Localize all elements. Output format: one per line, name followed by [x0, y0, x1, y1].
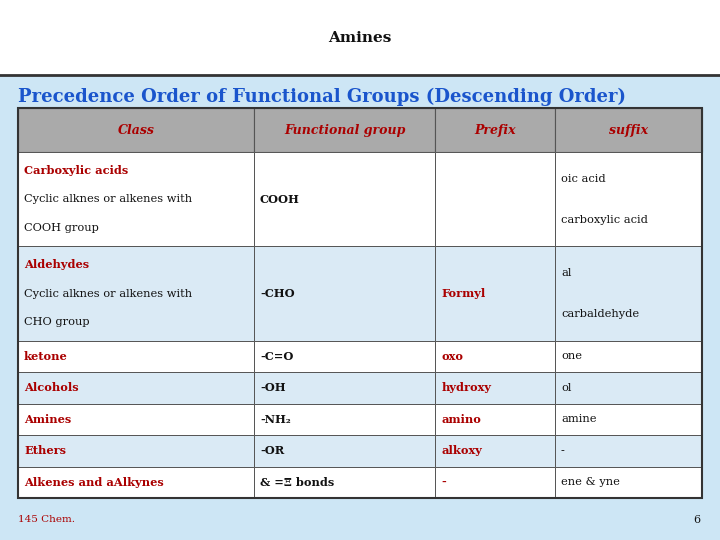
- Bar: [254, 403, 435, 435]
- Text: Aldehydes: Aldehydes: [24, 260, 89, 271]
- Text: carboxylic acid: carboxylic acid: [561, 215, 648, 225]
- Bar: [435, 372, 555, 403]
- Text: Cyclic alknes or alkenes with: Cyclic alknes or alkenes with: [24, 288, 192, 299]
- Text: hydroxy: hydroxy: [441, 382, 491, 394]
- Bar: [254, 435, 435, 467]
- Bar: [18, 341, 254, 372]
- Text: Amines: Amines: [328, 31, 392, 45]
- Text: -NH₂: -NH₂: [260, 414, 291, 425]
- Bar: [254, 246, 435, 341]
- Bar: [18, 403, 254, 435]
- Bar: [18, 108, 702, 498]
- Bar: [254, 372, 435, 403]
- Text: Formyl: Formyl: [441, 288, 485, 299]
- Text: amino: amino: [441, 414, 481, 425]
- Bar: [555, 372, 702, 403]
- Text: Carboxylic acids: Carboxylic acids: [24, 165, 128, 176]
- Bar: [435, 341, 555, 372]
- Text: ol: ol: [561, 383, 571, 393]
- Bar: [555, 467, 702, 498]
- Bar: [435, 108, 555, 152]
- Bar: [555, 341, 702, 372]
- Bar: [254, 152, 435, 246]
- Text: Ethers: Ethers: [24, 446, 66, 456]
- Bar: [0, 0, 720, 75]
- Text: Alkenes and aAlkynes: Alkenes and aAlkynes: [24, 477, 163, 488]
- Text: Alcohols: Alcohols: [24, 382, 78, 394]
- Bar: [435, 152, 555, 246]
- Text: amine: amine: [561, 414, 596, 424]
- Bar: [18, 246, 254, 341]
- Text: 6: 6: [693, 515, 700, 525]
- Text: -: -: [561, 446, 564, 456]
- Text: COOH: COOH: [260, 194, 300, 205]
- Text: & =Ξ bonds: & =Ξ bonds: [260, 477, 334, 488]
- Text: carbaldehyde: carbaldehyde: [561, 309, 639, 319]
- Bar: [18, 435, 254, 467]
- Text: Prefix: Prefix: [474, 124, 516, 137]
- Text: Functional group: Functional group: [284, 124, 405, 137]
- Bar: [18, 372, 254, 403]
- Text: -C=O: -C=O: [260, 351, 293, 362]
- Bar: [435, 246, 555, 341]
- Text: one: one: [561, 352, 582, 361]
- Text: -: -: [441, 477, 446, 488]
- Bar: [435, 467, 555, 498]
- Bar: [555, 152, 702, 246]
- Bar: [435, 403, 555, 435]
- Bar: [254, 341, 435, 372]
- Bar: [254, 108, 435, 152]
- Bar: [18, 467, 254, 498]
- Text: Precedence Order of Functional Groups (Descending Order): Precedence Order of Functional Groups (D…: [18, 88, 626, 106]
- Bar: [555, 108, 702, 152]
- Text: COOH group: COOH group: [24, 223, 99, 233]
- Text: -OR: -OR: [260, 446, 284, 456]
- Bar: [555, 403, 702, 435]
- Text: -OH: -OH: [260, 382, 286, 394]
- Text: oxo: oxo: [441, 351, 463, 362]
- Text: suffix: suffix: [609, 124, 648, 137]
- Text: CHO group: CHO group: [24, 317, 89, 327]
- Text: al: al: [561, 268, 571, 278]
- Bar: [555, 435, 702, 467]
- Bar: [435, 435, 555, 467]
- Bar: [18, 108, 254, 152]
- Text: Cyclic alknes or alkenes with: Cyclic alknes or alkenes with: [24, 194, 192, 204]
- Text: -CHO: -CHO: [260, 288, 294, 299]
- Bar: [18, 152, 254, 246]
- Text: ene & yne: ene & yne: [561, 477, 620, 487]
- Text: 145 Chem.: 145 Chem.: [18, 516, 75, 524]
- Text: Class: Class: [117, 124, 154, 137]
- Text: Amines: Amines: [24, 414, 71, 425]
- Text: oic acid: oic acid: [561, 174, 606, 184]
- Bar: [555, 246, 702, 341]
- Text: ketone: ketone: [24, 351, 68, 362]
- Text: alkoxy: alkoxy: [441, 446, 482, 456]
- Bar: [254, 467, 435, 498]
